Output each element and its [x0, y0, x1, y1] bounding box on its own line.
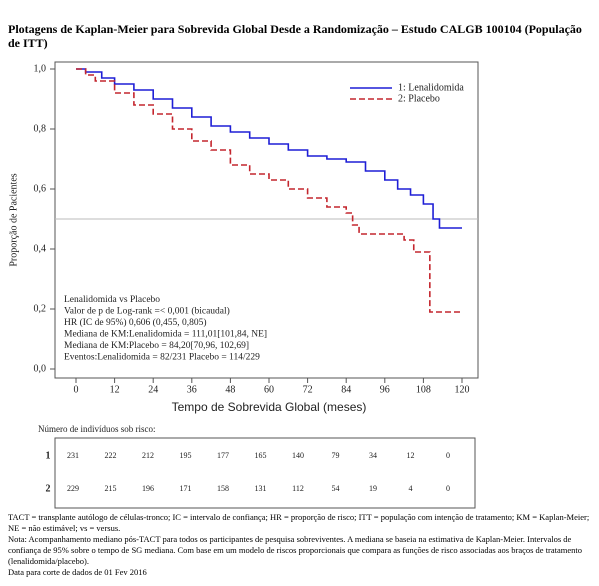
risk-count: 165 [255, 451, 267, 460]
risk-count: 19 [369, 484, 377, 493]
x-tick-label: 72 [303, 384, 313, 395]
x-tick-label: 84 [341, 384, 351, 395]
legend-label: 1: Lenalidomida [398, 82, 464, 93]
plot-frame [54, 61, 479, 379]
footnote: Data para corte de dados de 01 Fev 2016 [8, 567, 147, 577]
x-tick-label: 96 [380, 384, 390, 395]
x-tick-label: 48 [225, 384, 235, 395]
annotation: Valor de p de Log-rank =< 0,001 (bicauda… [64, 306, 230, 317]
footnotes: TACT = transplante autólogo de células-t… [8, 512, 592, 578]
survival-curve [76, 68, 462, 313]
risk-count: 54 [332, 484, 340, 493]
risk-count: 215 [105, 484, 117, 493]
risk-count: 112 [292, 484, 304, 493]
x-axis-label: Tempo de Sobrevida Global (meses) [172, 400, 367, 414]
y-tick-label: 0,4 [34, 243, 47, 254]
risk-table-title: Número de indivíduos sob risco: [38, 424, 156, 434]
risk-count: 34 [369, 451, 377, 460]
risk-count: 0 [446, 484, 450, 493]
risk-count: 231 [67, 451, 79, 460]
title: Plotagens de Kaplan-Meier para Sobrevida… [8, 22, 582, 50]
x-tick-label: 120 [455, 384, 470, 395]
legend-label: 2: Placebo [398, 93, 440, 104]
y-tick-label: 0,6 [34, 183, 47, 194]
risk-row-label: 2 [46, 483, 51, 494]
risk-count: 0 [446, 451, 450, 460]
x-tick-label: 108 [416, 384, 431, 395]
y-tick-label: 0,0 [34, 363, 47, 374]
y-tick-label: 0,2 [34, 303, 47, 314]
risk-count: 195 [180, 451, 192, 460]
risk-count: 171 [180, 484, 192, 493]
risk-count: 212 [142, 451, 154, 460]
y-tick-label: 1,0 [34, 63, 47, 74]
risk-row-label: 1 [46, 450, 51, 461]
footnote: Nota: Acompanhamento mediano pós-TACT pa… [8, 534, 583, 566]
risk-count: 177 [217, 451, 229, 460]
annotation: HR (IC de 95%) 0,606 (0,455, 0,805) [64, 317, 206, 328]
chart: Proporção de Pacientes Tempo de Sobrevid… [8, 61, 479, 509]
risk-count: 12 [407, 451, 415, 460]
x-tick-label: 24 [148, 384, 158, 395]
survival-curve [76, 68, 462, 229]
risk-count: 229 [67, 484, 79, 493]
footnote: TACT = transplante autólogo de células-t… [8, 512, 590, 533]
annotation: Lenalidomida vs Placebo [64, 295, 160, 305]
y-axis-label: Proporção de Pacientes [8, 173, 19, 266]
risk-count: 158 [217, 484, 229, 493]
risk-count: 4 [409, 484, 413, 493]
risk-count: 140 [292, 451, 304, 460]
annotation: Mediana de KM:Lenalidomida = 111,01[101,… [64, 330, 267, 340]
risk-count: 196 [142, 484, 154, 493]
y-tick-label: 0,8 [34, 123, 47, 134]
risk-count: 131 [255, 484, 267, 493]
risk-table-frame [54, 437, 476, 509]
annotation: Eventos:Lenalidomida = 82/231 Placebo = … [64, 353, 260, 363]
risk-count: 79 [332, 451, 340, 460]
annotation: Mediana de KM:Placebo = 84,20[70,96, 102… [64, 341, 249, 351]
x-tick-label: 12 [110, 384, 120, 395]
x-tick-label: 36 [187, 384, 197, 395]
x-tick-label: 60 [264, 384, 274, 395]
risk-count: 222 [105, 451, 117, 460]
x-tick-label: 0 [74, 384, 79, 395]
